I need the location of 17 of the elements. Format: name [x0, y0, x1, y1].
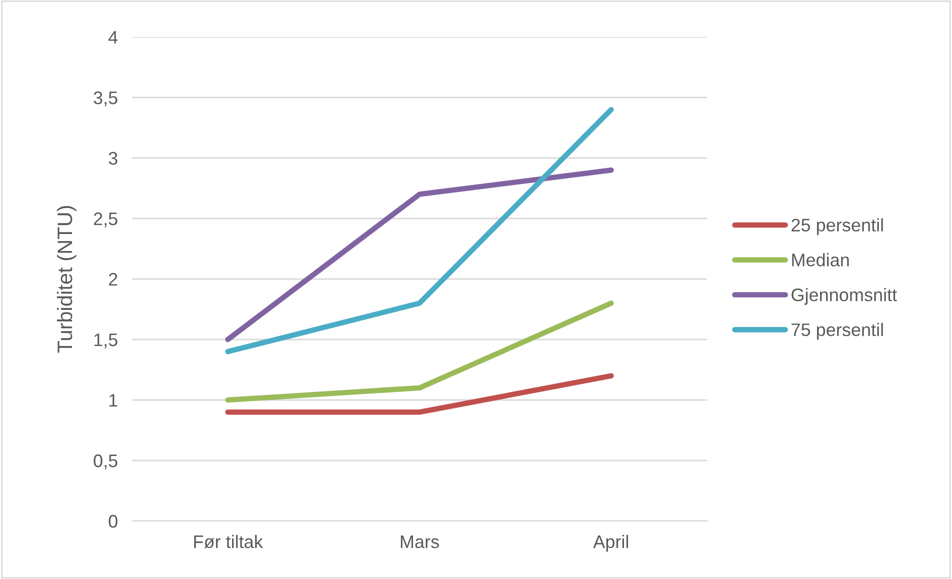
y-tick-label: 4	[108, 31, 118, 44]
y-tick-label: 1,5	[94, 334, 118, 348]
legend-label: Median	[792, 253, 849, 266]
y-tick-label: 0,5	[94, 454, 118, 470]
y-tick-label: 0	[108, 514, 118, 528]
legend-label: 25 persentil	[792, 218, 883, 236]
x-tick-label: April	[593, 534, 628, 552]
x-tick-label: Mars	[400, 536, 439, 548]
y-tick-label: 3	[108, 152, 118, 165]
legend-label: Gjennomsnitt	[792, 288, 897, 305]
y-axis-title: Turbiditet (NTU)	[56, 206, 76, 353]
y-tick-label: 3,5	[94, 91, 118, 106]
x-tick-label: Før tiltak	[194, 534, 263, 548]
y-tick-label: 2,5	[94, 212, 118, 228]
legend-label: 75 persentil	[792, 322, 883, 340]
y-tick-label: 2	[108, 272, 118, 286]
y-tick-label: 1	[109, 394, 118, 407]
